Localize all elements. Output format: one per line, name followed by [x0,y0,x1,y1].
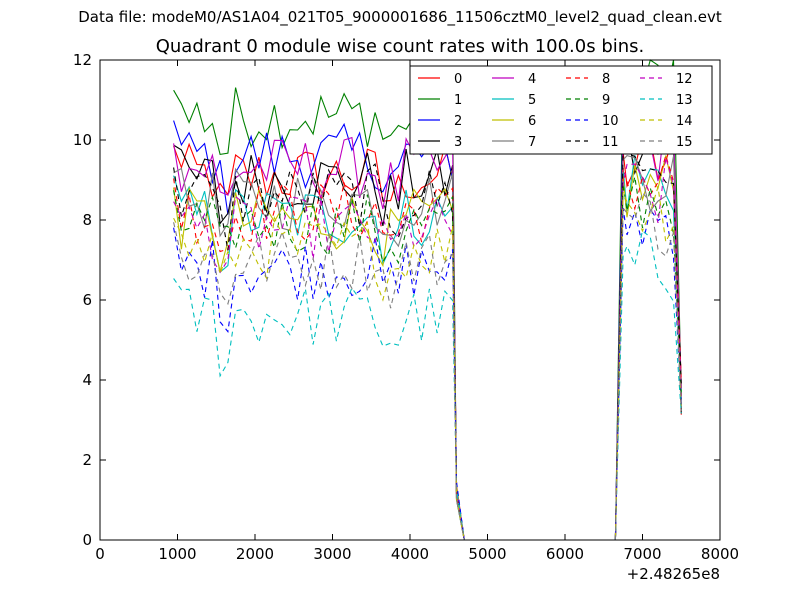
series-line-5 [173,155,682,541]
legend-label-2: 2 [454,114,462,129]
y-tick-label: 8 [82,211,92,229]
series-line-0 [173,133,682,541]
legend-label-12: 12 [676,72,693,87]
x-tick-label: 2000 [236,545,274,563]
suptitle: Data file: modeM0/AS1A04_021T05_90000016… [78,8,722,26]
series-line-7 [173,154,682,541]
legend-label-1: 1 [454,93,462,108]
y-tick-label: 4 [82,371,92,389]
legend-label-9: 9 [602,93,610,108]
ticks-layer: 0 1000 2000 3000 4000 5000 6000 7000 80000246810… [73,51,739,563]
series-line-6 [173,155,682,541]
legend-label-4: 4 [528,72,536,87]
series-line-3 [173,130,682,541]
x-offset-label: +2.48265e8 [627,565,720,583]
y-tick-label: 0 [82,531,92,549]
legend-label-7: 7 [528,135,536,150]
x-tick-label: 5000 [468,545,506,563]
series-line-13 [173,229,682,541]
y-tick-label: 6 [82,291,92,309]
x-tick-label: 8000 [701,545,739,563]
legend-label-11: 11 [602,135,619,150]
y-tick-label: 12 [73,51,92,69]
legend-label-8: 8 [602,72,610,87]
legend-label-14: 14 [676,114,693,129]
series-line-8 [173,153,682,541]
legend-frame [409,65,713,155]
legend-label-3: 3 [454,135,462,150]
series-line-11 [173,151,682,541]
series-line-9 [173,176,682,541]
x-tick-label: 3000 [313,545,351,563]
legend-label-6: 6 [528,114,536,129]
y-tick-label: 2 [82,451,92,469]
x-tick-label: 0 [95,545,105,563]
chart-title: Quadrant 0 module wise count rates with … [155,36,645,57]
x-tick-label: 4000 [391,545,429,563]
x-tick-label: 6000 [546,545,584,563]
series-line-14 [173,186,682,541]
legend-label-5: 5 [528,93,536,108]
series-line-12 [173,157,682,541]
legend-label-10: 10 [602,114,619,129]
x-tick-label: 7000 [623,545,661,563]
series-line-2 [173,107,682,541]
series-line-15 [173,191,682,541]
legend-label-0: 0 [454,72,462,87]
legend-label-15: 15 [676,135,693,150]
y-tick-label: 10 [73,131,92,149]
x-tick-label: 1000 [158,545,196,563]
series-line-10 [173,207,682,541]
legend-label-13: 13 [676,93,693,108]
